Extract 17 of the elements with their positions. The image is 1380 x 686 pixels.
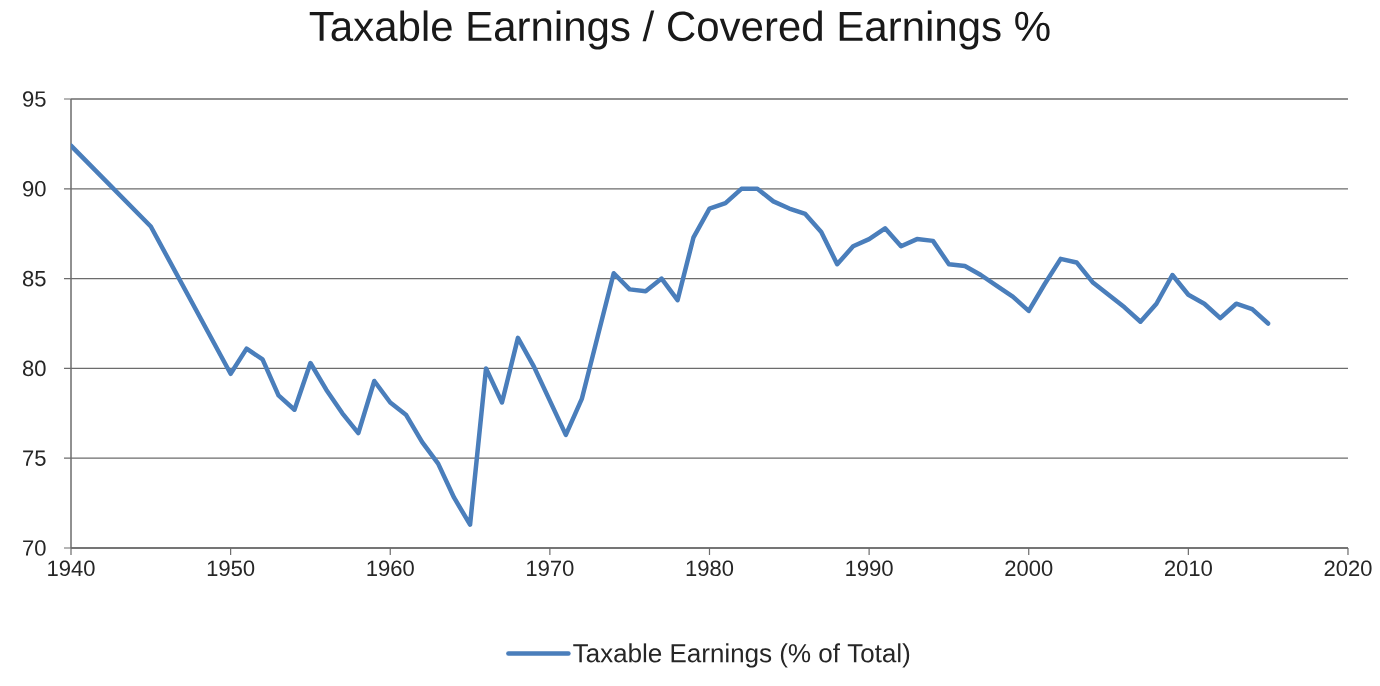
x-tick-label: 1980 (686, 560, 734, 577)
x-tick-label: 1960 (367, 560, 414, 577)
legend-label: Taxable Earnings (% of Total) (573, 643, 910, 668)
x-tick-label: 2020 (1324, 560, 1372, 577)
x-tick-label: 1940 (48, 560, 95, 577)
x-tick-label: 2000 (1005, 560, 1053, 577)
y-tick-label: 95 (23, 91, 46, 107)
x-tick-label: 2010 (1165, 560, 1212, 577)
y-tick-label: 90 (23, 181, 46, 197)
y-tick-label: 75 (23, 450, 46, 466)
y-tick-label: 85 (22, 270, 46, 287)
y-tick-label: 80 (22, 360, 46, 377)
y-tick-label: 70 (23, 540, 46, 556)
chart-title: Taxable Earnings / Covered Earnings % (309, 10, 1050, 50)
x-tick-label: 1990 (846, 560, 893, 577)
x-tick-label: 1970 (527, 560, 574, 577)
x-tick-label: 1950 (207, 560, 255, 577)
